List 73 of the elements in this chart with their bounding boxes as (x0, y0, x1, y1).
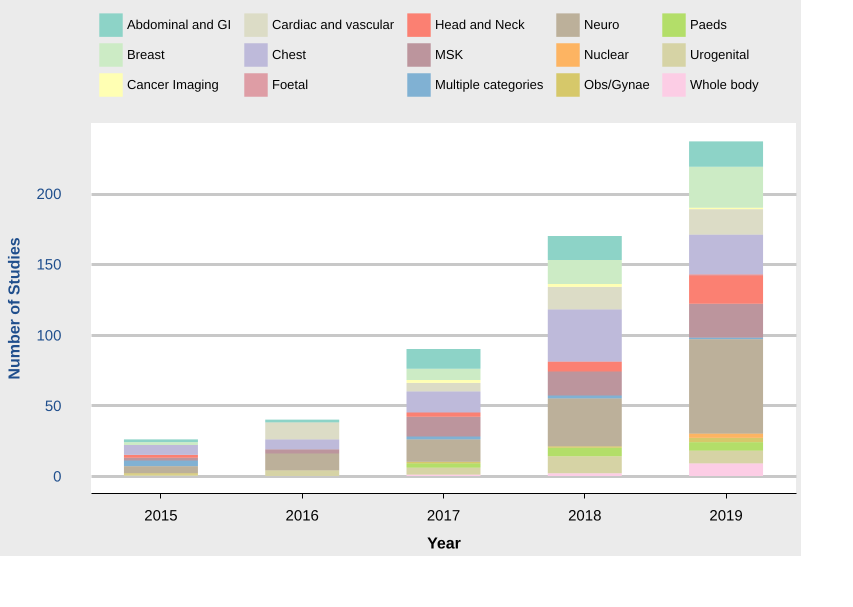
bar (406, 416, 480, 437)
x-tick-label: 2018 (568, 508, 602, 524)
x-tick-label: 2016 (286, 508, 319, 524)
legend-label: Whole body (690, 77, 760, 92)
y-tick-label: 100 (36, 327, 62, 344)
bar (124, 460, 198, 466)
legend-label: Breast (127, 47, 165, 62)
bar (689, 450, 764, 464)
legend-label: Nuclear (584, 47, 630, 62)
y-tick-label: 150 (36, 256, 62, 274)
legend-label: Neuro (584, 17, 620, 32)
x-axis-title: Year (427, 536, 461, 552)
legend-label: Urogenital (690, 47, 750, 62)
x-tick-label: 2017 (426, 508, 460, 524)
y-tick-label: 50 (44, 398, 62, 415)
bar (689, 234, 764, 274)
bar (124, 458, 198, 461)
bar (548, 473, 622, 476)
bar (406, 368, 480, 380)
legend-label: Abdominal and GI (127, 17, 232, 32)
bar (689, 276, 764, 304)
legend-label: Paeds (690, 17, 728, 32)
bar (406, 412, 480, 417)
legend-label: Head and Neck (435, 17, 526, 32)
bar (689, 141, 764, 167)
bar (406, 382, 480, 392)
bar (548, 260, 622, 284)
bar (548, 372, 622, 396)
bar (124, 444, 198, 455)
x-tick-label: 2019 (709, 508, 743, 524)
bar (265, 449, 340, 454)
bar (406, 463, 480, 468)
legend-label: Cancer Imaging (127, 77, 219, 92)
bar (548, 396, 622, 398)
bar (265, 453, 340, 470)
bar (406, 380, 480, 383)
bar (406, 348, 480, 369)
bar (406, 391, 480, 413)
bar (689, 209, 764, 235)
bar (265, 439, 340, 450)
x-tick-label: 2015 (144, 508, 178, 524)
bar (548, 236, 622, 260)
legend-label: Obs/Gynae (584, 77, 650, 92)
legend-label: Cardiac and vascular (272, 17, 395, 32)
bar (124, 442, 198, 445)
bar (548, 284, 622, 287)
bar (548, 286, 622, 310)
legend-label: Foetal (272, 77, 308, 92)
bar (406, 439, 480, 462)
bar (124, 466, 198, 474)
bar (265, 420, 340, 422)
bar (265, 470, 340, 476)
bar (689, 434, 764, 438)
y-tick-label: 200 (36, 186, 62, 204)
bar (548, 362, 622, 372)
bar (548, 456, 622, 474)
bar (406, 436, 480, 440)
legend-label: Multiple categories (435, 77, 544, 92)
bar (689, 339, 764, 434)
bar (689, 166, 764, 208)
bar (548, 448, 622, 456)
bar (265, 422, 340, 440)
bar (689, 442, 764, 451)
bar (406, 468, 480, 475)
y-tick-label: 0 (53, 468, 62, 486)
legend-label: MSK (435, 47, 464, 62)
legend-label: Chest (272, 47, 306, 62)
y-axis-title: Number of Studies (6, 237, 24, 380)
bar (689, 463, 764, 476)
bar (689, 438, 764, 442)
bar (548, 309, 622, 362)
bar (548, 398, 622, 446)
bar (689, 304, 764, 338)
